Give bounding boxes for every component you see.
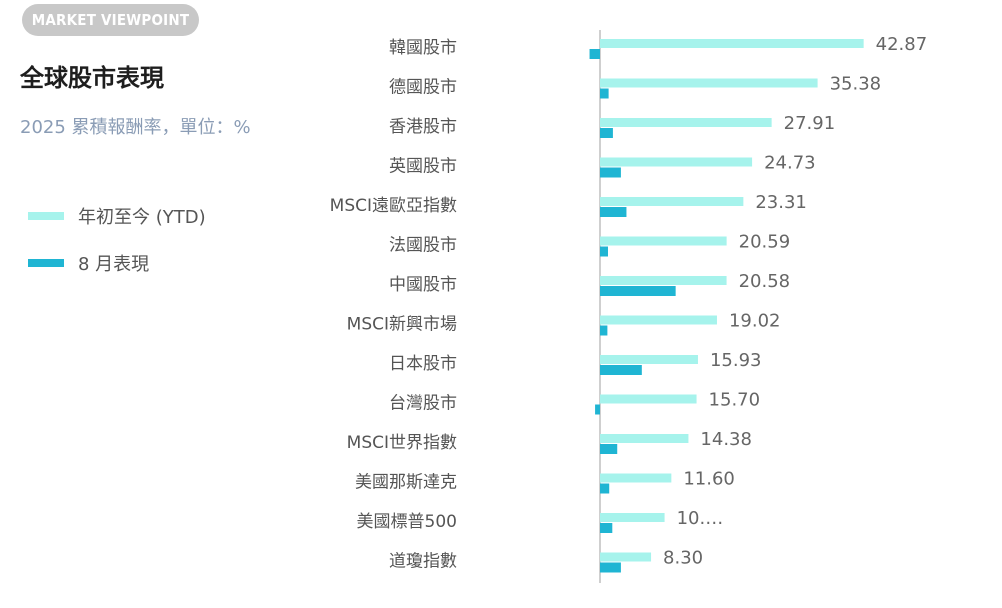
data-label: 27.91 xyxy=(784,113,836,134)
category-label: 英國股市 xyxy=(389,157,457,177)
august-bar xyxy=(600,444,618,454)
page-subtitle: 2025 累積報酬率，單位：% xyxy=(20,117,251,138)
category-label: MSCI世界指數 xyxy=(347,433,457,453)
data-label: 24.73 xyxy=(764,153,816,174)
data-label: 10.… xyxy=(677,508,724,529)
august-bar xyxy=(600,562,621,573)
category-label: MSCI新興市場 xyxy=(347,315,457,335)
data-label: 20.59 xyxy=(739,232,791,253)
ytd-bar xyxy=(600,236,727,246)
data-label: 20.58 xyxy=(739,271,791,292)
ytd-bar xyxy=(600,513,665,522)
august-bar xyxy=(600,523,613,533)
page-title: 全球股市表現 xyxy=(20,64,164,92)
category-label: 台灣股市 xyxy=(389,394,457,414)
category-label: 法國股市 xyxy=(389,236,457,256)
august-bar xyxy=(600,167,621,178)
category-label: 美國那斯達克 xyxy=(355,473,457,493)
market-viewpoint-badge: MARKET VIEWPOINT xyxy=(22,4,199,36)
ytd-bar xyxy=(600,394,697,404)
legend-item-august: 8 月表現 xyxy=(28,250,149,276)
ytd-bar xyxy=(600,434,689,443)
legend-swatch-ytd xyxy=(28,212,64,220)
ytd-bar xyxy=(600,276,727,285)
legend-label-august: 8 月表現 xyxy=(78,254,150,275)
ytd-bar xyxy=(600,118,772,127)
data-label: 35.38 xyxy=(830,74,882,95)
category-label: 香港股市 xyxy=(389,117,457,137)
data-label: 8.30 xyxy=(663,548,703,569)
august-bar xyxy=(600,286,676,296)
category-label: 美國標普500 xyxy=(357,512,457,532)
ytd-bar xyxy=(600,473,672,483)
data-label: 42.87 xyxy=(876,34,928,55)
legend-swatch-august xyxy=(28,259,64,267)
data-label: 11.60 xyxy=(683,469,735,490)
august-bar xyxy=(600,128,613,138)
august-bar xyxy=(589,49,600,59)
august-bar xyxy=(600,207,627,217)
category-label: MSCI遠歐亞指數 xyxy=(330,196,457,216)
data-label: 15.70 xyxy=(709,390,761,411)
ytd-bar xyxy=(600,157,753,167)
category-label: 日本股市 xyxy=(389,354,457,374)
ytd-bar xyxy=(600,355,698,364)
ytd-bar xyxy=(600,197,744,206)
data-label: 19.02 xyxy=(729,311,781,332)
category-label: 道瓊指數 xyxy=(389,552,457,572)
category-label: 韓國股市 xyxy=(389,38,457,58)
category-label: 中國股市 xyxy=(389,275,457,295)
data-label: 14.38 xyxy=(700,429,752,450)
august-bar xyxy=(595,404,600,415)
ytd-bar xyxy=(600,315,717,325)
data-label: 15.93 xyxy=(710,350,762,371)
category-label: 德國股市 xyxy=(389,78,457,98)
august-bar xyxy=(600,325,608,336)
august-bar xyxy=(600,88,609,99)
august-bar xyxy=(600,483,610,494)
august-bar xyxy=(600,365,642,375)
data-label: 23.31 xyxy=(755,192,807,213)
ytd-bar xyxy=(600,78,818,88)
ytd-bar xyxy=(600,552,652,562)
legend-item-ytd: 年初至今 (YTD) xyxy=(28,203,206,229)
legend-label-ytd: 年初至今 (YTD) xyxy=(78,207,206,228)
ytd-bar xyxy=(600,39,864,48)
august-bar xyxy=(600,246,608,257)
